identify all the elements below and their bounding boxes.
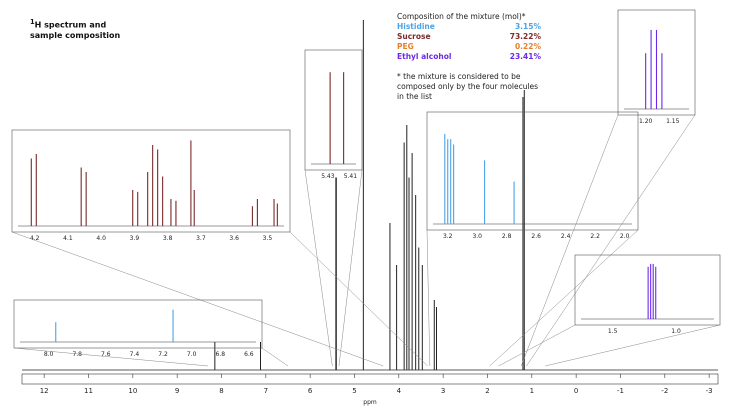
composition-legend: Composition of the mixture (mol)* Histid… bbox=[397, 12, 597, 62]
x-tick-label: 5 bbox=[352, 387, 356, 395]
inset-ethanol-wide-connector bbox=[498, 324, 576, 367]
inset-histidine-aliphatic-frame bbox=[426, 111, 639, 231]
inset-ethanol-wide-tick-label: 1.0 bbox=[671, 328, 681, 335]
inset-histidine-aromatic-connector bbox=[13, 347, 209, 367]
inset-histidine-aliphatic-tick-label: 2.0 bbox=[620, 233, 630, 240]
x-tick-label: 0 bbox=[574, 387, 578, 395]
legend-item-0: Histidine 3.15% bbox=[397, 22, 597, 32]
inset-histidine-aromatic-tick-label: 7.6 bbox=[101, 351, 111, 358]
inset-ethanol-ch3-frame bbox=[617, 9, 696, 116]
inset-histidine-aliphatic-tick-label: 2.4 bbox=[561, 233, 571, 240]
inset-histidine-aromatic-tick-label: 6.8 bbox=[215, 351, 225, 358]
x-axis-label: ppm bbox=[363, 399, 377, 406]
inset-ethanol-wide-tick-label: 1.5 bbox=[608, 328, 618, 335]
x-tick-label: 8 bbox=[219, 387, 223, 395]
legend-item-1: Sucrose 73.22% bbox=[397, 32, 597, 42]
x-tick-label: 10 bbox=[128, 387, 137, 395]
inset-anomeric-frame bbox=[304, 49, 363, 171]
x-tick-label: 4 bbox=[397, 387, 402, 395]
inset-anomeric-tick-label: 5.43 bbox=[321, 173, 335, 180]
note-line-1: * the mixture is considered to be bbox=[397, 72, 521, 81]
inset-sucrose-tick-label: 3.8 bbox=[163, 235, 173, 242]
x-tick-label: -1 bbox=[617, 387, 624, 395]
inset-sucrose-tick-label: 4.0 bbox=[96, 235, 106, 242]
title-superscript: 1 bbox=[30, 18, 35, 26]
figure-title: 1H spectrum and sample composition bbox=[30, 17, 170, 41]
inset-anomeric-tick-label: 5.41 bbox=[344, 173, 358, 180]
inset-histidine-aromatic-tick-label: 6.6 bbox=[244, 351, 254, 358]
legend-percent: 73.22% bbox=[509, 32, 541, 41]
inset-sucrose-tick-label: 4.1 bbox=[63, 235, 73, 242]
legend-item-2: PEG 0.22% bbox=[397, 42, 597, 52]
x-tick-label: 9 bbox=[175, 387, 179, 395]
inset-anomeric-connector bbox=[304, 169, 333, 367]
legend-item-3: Ethyl alcohol 23.41% bbox=[397, 52, 597, 62]
legend-name: PEG bbox=[397, 42, 414, 51]
inset-anomeric-connector bbox=[338, 169, 363, 367]
inset-histidine-aromatic-tick-label: 8.0 bbox=[44, 351, 54, 358]
inset-histidine-aromatic-tick-label: 7.2 bbox=[158, 351, 168, 358]
inset-histidine-aromatic-tick-label: 7.0 bbox=[187, 351, 197, 358]
x-tick-label: 3 bbox=[441, 387, 445, 395]
x-tick-label: 12 bbox=[40, 387, 49, 395]
composition-note: * the mixture is considered to be compos… bbox=[397, 72, 592, 102]
inset-histidine-aliphatic-tick-label: 3.2 bbox=[443, 233, 453, 240]
inset-sucrose-tick-label: 3.5 bbox=[263, 235, 273, 242]
inset-sucrose-connector bbox=[11, 231, 384, 367]
inset-sucrose-tick-label: 4.2 bbox=[30, 235, 40, 242]
legend-name: Histidine bbox=[397, 22, 435, 31]
inset-histidine-aliphatic-tick-label: 2.8 bbox=[502, 233, 512, 240]
inset-ethanol-ch3-connector bbox=[526, 114, 696, 367]
inset-ethanol-wide-connector bbox=[545, 324, 721, 367]
inset-histidine-aliphatic-tick-label: 2.6 bbox=[531, 233, 541, 240]
x-axis-frame bbox=[21, 373, 719, 385]
inset-histidine-aromatic-tick-label: 7.8 bbox=[72, 351, 82, 358]
legend-percent: 3.15% bbox=[514, 22, 541, 31]
inset-histidine-aliphatic-connector bbox=[489, 229, 639, 367]
inset-histidine-aliphatic-connector bbox=[426, 229, 431, 367]
x-tick-label: 11 bbox=[84, 387, 93, 395]
x-tick-label: -2 bbox=[661, 387, 668, 395]
x-tick-label: 7 bbox=[264, 387, 268, 395]
inset-sucrose-connector bbox=[289, 231, 428, 367]
legend-heading: Composition of the mixture (mol)* bbox=[397, 12, 526, 21]
inset-ethanol-ch3-connector bbox=[520, 114, 619, 367]
legend-name: Sucrose bbox=[397, 32, 431, 41]
inset-ethanol-wide-frame bbox=[574, 254, 721, 326]
inset-sucrose-frame bbox=[11, 129, 291, 233]
x-tick-label: -3 bbox=[706, 387, 713, 395]
title-line1: H spectrum and bbox=[34, 20, 107, 30]
inset-sucrose-tick-label: 3.6 bbox=[229, 235, 239, 242]
note-line-2: composed only by the four molecules bbox=[397, 82, 539, 91]
inset-sucrose-tick-label: 3.9 bbox=[130, 235, 140, 242]
x-tick-label: 2 bbox=[485, 387, 489, 395]
inset-ethanol-ch3-tick-label: 1.15 bbox=[666, 118, 680, 125]
title-line2: sample composition bbox=[30, 30, 121, 40]
note-line-3: in the list bbox=[397, 92, 432, 101]
legend-name: Ethyl alcohol bbox=[397, 52, 452, 61]
legend-percent: 0.22% bbox=[514, 42, 541, 51]
inset-ethanol-ch3-tick-label: 1.20 bbox=[639, 118, 653, 125]
inset-histidine-aliphatic-tick-label: 3.0 bbox=[472, 233, 482, 240]
x-tick-label: 1 bbox=[530, 387, 534, 395]
inset-histidine-aromatic-frame bbox=[13, 299, 263, 349]
x-tick-label: 6 bbox=[308, 387, 313, 395]
inset-histidine-aromatic-connector bbox=[261, 347, 289, 367]
legend-percent: 23.41% bbox=[509, 52, 541, 61]
inset-histidine-aliphatic-tick-label: 2.2 bbox=[590, 233, 600, 240]
inset-sucrose-tick-label: 3.7 bbox=[196, 235, 206, 242]
inset-histidine-aromatic-tick-label: 7.4 bbox=[130, 351, 140, 358]
